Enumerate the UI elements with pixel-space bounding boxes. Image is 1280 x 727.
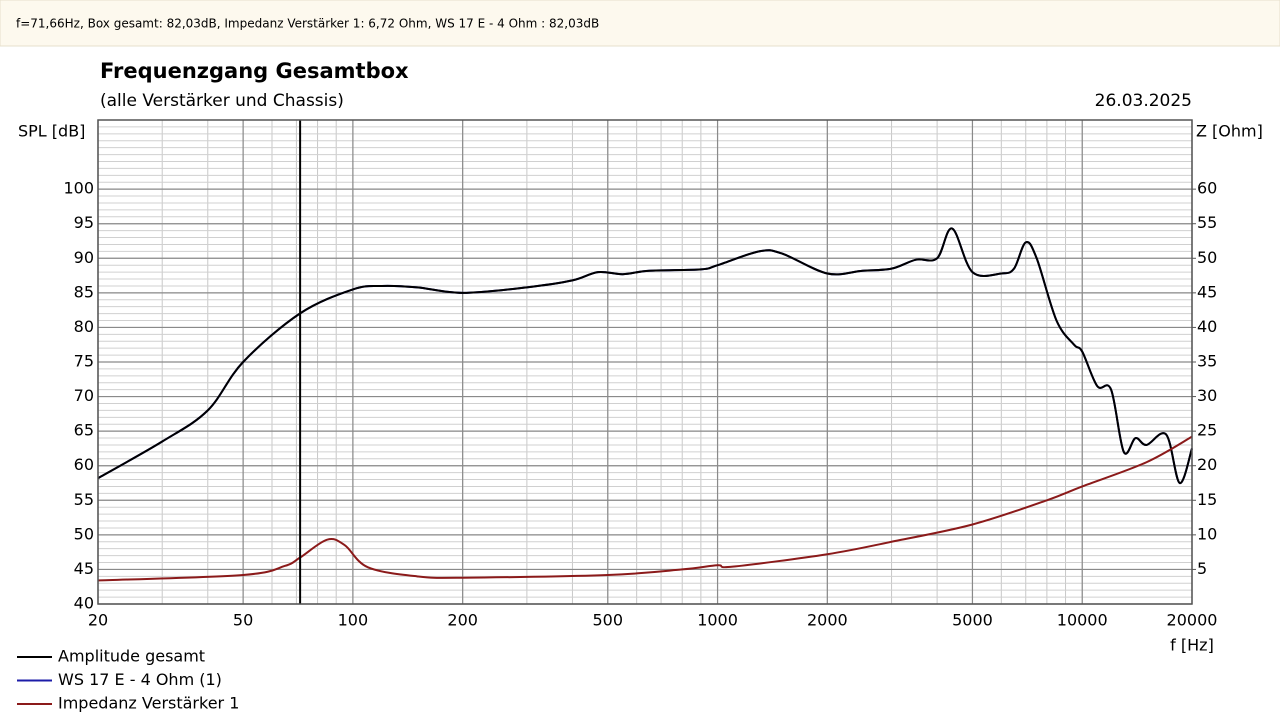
y-tick-label: 45 [74,559,94,578]
y-tick-label: 85 [74,282,94,301]
x-tick-label: 200 [447,611,478,630]
y-tick-label: 55 [74,490,94,509]
curves [97,120,1193,604]
info-bar [0,0,1280,47]
series-line [97,435,1193,582]
y2-tick-label: 20 [1197,455,1217,474]
y-tick-label: 100 [63,179,94,198]
x-tick-label: 1000 [697,611,738,630]
y-axis-label: SPL [dB] [18,122,85,141]
legend-label: Amplitude gesamt [58,647,205,666]
x-tick-label: 100 [338,611,369,630]
y2-axis-label: Z [Ohm] [1196,122,1263,141]
y-tick-label: 40 [74,594,94,613]
y-tick-label: 50 [74,524,94,543]
series-line [97,227,1193,485]
y-tick-label: 60 [74,455,94,474]
chart-subtitle: (alle Verstärker und Chassis) [100,91,344,111]
y2-tick-label: 50 [1197,248,1217,267]
y2-tick-label: 5 [1197,559,1207,578]
y-tick-label: 90 [74,248,94,267]
y2-tick-label: 10 [1197,524,1217,543]
y2-tick-label: 55 [1197,213,1217,232]
y2-tick-label: 35 [1197,352,1217,371]
info-text: f=71,66Hz, Box gesamt: 82,03dB, Impedanz… [16,17,599,31]
x-tick-label: 500 [593,611,624,630]
y2-tick-label: 60 [1197,179,1217,198]
x-tick-label: 5000 [952,611,993,630]
x-tick-label: 20 [88,611,108,630]
y-tick-label: 65 [74,421,94,440]
y-tick-label: 95 [74,213,94,232]
x-tick-label: 10000 [1057,611,1108,630]
grid [97,120,1193,605]
y2-tick-label: 45 [1197,282,1217,301]
x-tick-label: 50 [233,611,253,630]
y2-tick-label: 25 [1197,421,1217,440]
chart-date: 26.03.2025 [1095,91,1192,111]
y2-tick-label: 30 [1197,386,1217,405]
legend-label: Impedanz Verstärker 1 [58,694,239,713]
y-tick-label: 70 [74,386,94,405]
legend-label: WS 17 E - 4 Ohm (1) [58,670,222,689]
legend: Amplitude gesamt WS 17 E - 4 Ohm (1) Imped… [17,647,239,713]
y2-tick-label: 40 [1197,317,1217,336]
y-tick-label: 80 [74,317,94,336]
x-tick-label: 2000 [807,611,848,630]
chart-title: Frequenzgang Gesamtbox [100,59,409,83]
y2-tick-label: 15 [1197,490,1217,509]
y-tick-label: 75 [74,352,94,371]
x-axis-label: f [Hz] [1170,636,1214,655]
x-tick-label: 20000 [1167,611,1218,630]
